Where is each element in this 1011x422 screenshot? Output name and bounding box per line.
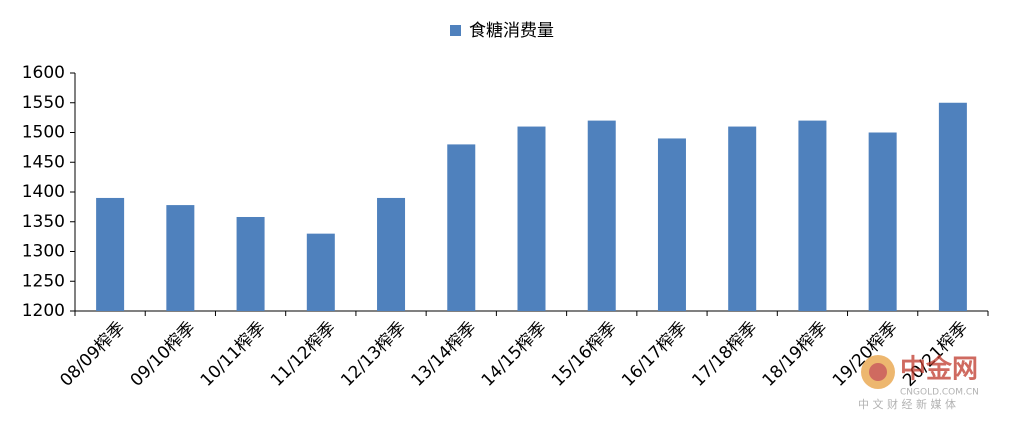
y-tick-label: 1300 [22, 242, 65, 262]
bar [236, 216, 265, 311]
bar [377, 197, 406, 311]
bar [96, 197, 125, 311]
watermark: 中金网 CNGOLD.COM.CN 中 文 财 经 新 媒 体 [858, 354, 979, 412]
bar [938, 102, 967, 311]
y-tick-label: 1400 [22, 182, 65, 202]
legend-swatch [450, 25, 461, 36]
y-tick-label: 1600 [22, 63, 65, 83]
watermark-domain: CNGOLD.COM.CN [900, 388, 979, 398]
bar [868, 132, 897, 311]
bar [306, 233, 335, 311]
bar [798, 120, 827, 311]
bar [728, 126, 757, 311]
y-tick-label: 1350 [22, 212, 65, 232]
legend-label: 食糖消费量 [469, 21, 554, 41]
watermark-slogan: 中 文 财 经 新 媒 体 [858, 397, 956, 411]
y-tick-label: 1200 [22, 301, 65, 321]
bar [657, 138, 686, 311]
bar [587, 120, 616, 311]
y-tick-label: 1500 [22, 123, 65, 143]
y-tick-label: 1250 [22, 271, 65, 291]
bar [517, 126, 546, 311]
bar [447, 144, 476, 311]
watermark-logo-inner [869, 363, 887, 381]
bar [166, 205, 195, 311]
y-tick-label: 1450 [22, 152, 65, 172]
y-tick-label: 1550 [22, 93, 65, 113]
watermark-name: 中金网 [900, 354, 978, 385]
